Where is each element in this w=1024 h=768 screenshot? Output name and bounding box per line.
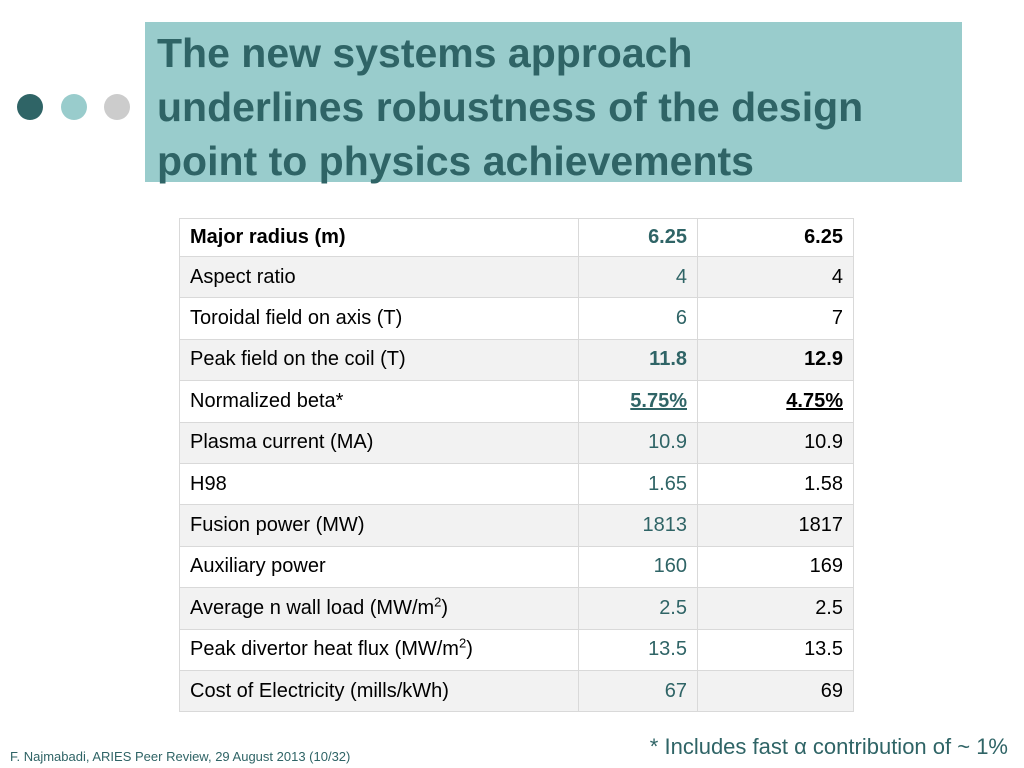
value-col-2: 13.5 xyxy=(697,628,854,671)
table-row: Normalized beta* 5.75% 4.75% xyxy=(179,380,854,423)
label-superscript: 2 xyxy=(434,594,442,610)
title-line-1: The new systems approach xyxy=(157,30,693,76)
value-col-1: 4 xyxy=(578,255,698,299)
value-col-1: 1813 xyxy=(578,504,698,547)
parameters-table: Major radius (m) 6.25 6.25 Aspect ratio … xyxy=(179,218,854,713)
table-row: Cost of Electricity (mills/kWh) 67 69 xyxy=(179,669,854,713)
row-label: Plasma current (MA) xyxy=(179,421,579,464)
table-row: H98 1.65 1.58 xyxy=(179,462,854,506)
label-text: Average n wall load (MW/m xyxy=(190,596,435,619)
value-col-2: 2.5 xyxy=(697,587,854,630)
value-underlined: 4.75% xyxy=(786,389,843,412)
row-label: H98 xyxy=(179,462,579,506)
dot-dark xyxy=(17,94,43,120)
value-col-1: 6 xyxy=(578,297,698,340)
row-label: Auxiliary power xyxy=(179,545,579,589)
value-col-1: 6.25 xyxy=(578,218,698,257)
value-col-2: 10.9 xyxy=(697,421,854,464)
row-label: Peak divertor heat flux (MW/m2) xyxy=(179,628,579,671)
value-col-2: 169 xyxy=(697,545,854,589)
label-text: Peak divertor heat flux (MW/m xyxy=(190,638,459,661)
table-row: Peak divertor heat flux (MW/m2) 13.5 13.… xyxy=(179,628,854,671)
value-col-1: 2.5 xyxy=(578,587,698,630)
footnote: * Includes fast α contribution of ~ 1% xyxy=(649,734,1008,759)
title-box: The new systems approach underlines robu… xyxy=(145,22,962,184)
slide-footer: F. Najmabadi, ARIES Peer Review, 29 Augu… xyxy=(10,749,351,764)
label-suffix: ) xyxy=(441,596,449,619)
row-label: Aspect ratio xyxy=(179,255,579,299)
title-line-3: point to physics achievements xyxy=(157,138,754,184)
value-col-1: 160 xyxy=(578,545,698,589)
value-col-1: 10.9 xyxy=(578,421,698,464)
row-label: Major radius (m) xyxy=(179,218,579,257)
table-row: Auxiliary power 160 169 xyxy=(179,545,854,589)
slide-title: The new systems approach underlines robu… xyxy=(157,26,952,188)
title-line-2: underlines robustness of the design xyxy=(157,84,864,130)
value-col-2: 69 xyxy=(697,669,854,713)
row-label: Peak field on the coil (T) xyxy=(179,338,579,382)
value-col-1: 67 xyxy=(578,669,698,713)
table-row: Aspect ratio 4 4 xyxy=(179,255,854,299)
value-col-2: 7 xyxy=(697,297,854,340)
value-col-2: 1817 xyxy=(697,504,854,547)
value-col-1: 5.75% xyxy=(578,380,698,423)
label-suffix: ) xyxy=(466,638,473,661)
value-col-2: 12.9 xyxy=(697,338,854,382)
table-row: Toroidal field on axis (T) 6 7 xyxy=(179,297,854,340)
row-label: Toroidal field on axis (T) xyxy=(179,297,579,340)
value-col-1: 13.5 xyxy=(578,628,698,671)
table-row: Major radius (m) 6.25 6.25 xyxy=(179,218,854,257)
value-underlined: 5.75% xyxy=(630,389,687,412)
row-label: Average n wall load (MW/m2) xyxy=(179,587,579,630)
table-row: Peak field on the coil (T) 11.8 12.9 xyxy=(179,338,854,382)
value-col-2: 6.25 xyxy=(697,218,854,257)
table-row: Average n wall load (MW/m2) 2.5 2.5 xyxy=(179,587,854,630)
dot-gray xyxy=(104,94,130,120)
value-col-2: 4 xyxy=(697,255,854,299)
value-col-2: 1.58 xyxy=(697,462,854,506)
row-label: Cost of Electricity (mills/kWh) xyxy=(179,669,579,713)
row-label: Fusion power (MW) xyxy=(179,504,579,547)
value-col-1: 1.65 xyxy=(578,462,698,506)
row-label: Normalized beta* xyxy=(179,380,579,423)
label-superscript: 2 xyxy=(458,635,467,651)
table-row: Fusion power (MW) 1813 1817 xyxy=(179,504,854,547)
table-row: Plasma current (MA) 10.9 10.9 xyxy=(179,421,854,464)
value-col-2: 4.75% xyxy=(697,380,854,423)
value-col-1: 11.8 xyxy=(578,338,698,382)
dot-light xyxy=(61,94,87,120)
